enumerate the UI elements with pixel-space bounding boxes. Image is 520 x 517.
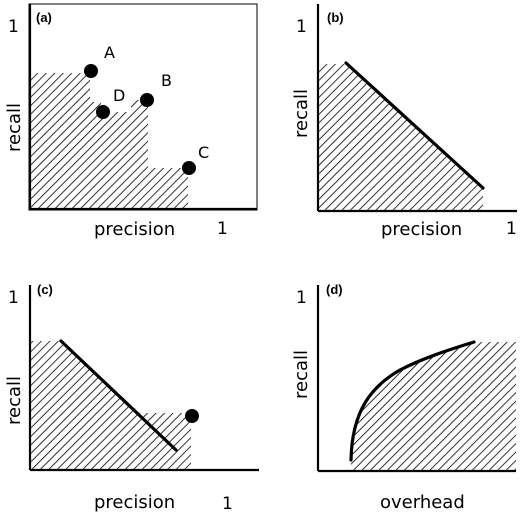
panel-c-x-label: precision: [94, 492, 175, 513]
panel-d-letter: (d): [326, 282, 343, 297]
panel-b-x-label: precision: [381, 219, 462, 240]
panel-d: (d) 1 overhead recall: [291, 282, 516, 513]
panel-b-y-label: recall: [291, 89, 312, 138]
point-a-label: A: [104, 43, 115, 62]
panel-d-y-label: recall: [291, 350, 312, 399]
panel-c-frontier-line: [59, 339, 178, 452]
point-d-label: D: [113, 86, 125, 105]
point-a: [84, 64, 98, 78]
panel-b-x-one: 1: [506, 219, 517, 239]
panel-b-hatched-region: [319, 64, 483, 210]
panel-a-x-one: 1: [217, 219, 228, 239]
panel-b-y-one: 1: [296, 17, 307, 37]
panel-d-x-label: overhead: [380, 492, 465, 513]
panel-a-y-one: 1: [8, 17, 19, 37]
panel-d-y-one: 1: [296, 288, 307, 308]
panel-c-letter: (c): [37, 282, 53, 297]
panel-c: (c) 1 1 precision recall: [4, 282, 259, 514]
point-c: [182, 161, 196, 175]
panel-c-y-label: recall: [4, 376, 25, 425]
panel-a-x-label: precision: [94, 219, 175, 240]
point-b-label: B: [161, 71, 172, 90]
panel-b: (b) 1 1 precision recall: [291, 4, 517, 240]
panel-a-hatched-region: [31, 73, 188, 208]
panel-a-y-label: recall: [4, 103, 25, 152]
point-b: [140, 93, 154, 107]
point-d: [96, 105, 110, 119]
panel-a: (a) A B C D 1 1 precision recall: [4, 3, 258, 240]
panel-c-point: [185, 409, 199, 423]
panel-c-y-one: 1: [8, 288, 19, 308]
panel-b-letter: (b): [327, 10, 344, 25]
panel-c-x-one: 1: [222, 494, 233, 514]
panel-a-letter: (a): [36, 10, 52, 25]
panel-c-hatched-region: [31, 341, 191, 469]
panel-d-curve: [349, 340, 476, 462]
panel-d-hatched-region: [351, 342, 516, 470]
panel-b-frontier-line: [344, 61, 485, 190]
point-c-label: C: [198, 143, 209, 162]
